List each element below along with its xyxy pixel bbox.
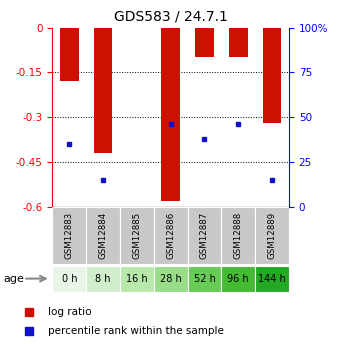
Bar	[229, 28, 247, 58]
Bar	[188, 207, 221, 264]
Text: GSM12887: GSM12887	[200, 212, 209, 259]
Bar	[263, 28, 281, 123]
Title: GDS583 / 24.7.1: GDS583 / 24.7.1	[114, 10, 227, 24]
Text: 8 h: 8 h	[95, 274, 111, 284]
Text: percentile rank within the sample: percentile rank within the sample	[48, 326, 224, 336]
Bar	[94, 28, 113, 153]
Text: 144 h: 144 h	[258, 274, 286, 284]
Text: log ratio: log ratio	[48, 307, 92, 317]
Text: GSM12888: GSM12888	[234, 212, 243, 259]
Text: 28 h: 28 h	[160, 274, 182, 284]
Bar	[60, 28, 78, 81]
Text: GSM12884: GSM12884	[99, 212, 107, 259]
Bar	[255, 207, 289, 264]
Bar	[255, 266, 289, 292]
Bar	[188, 266, 221, 292]
Bar	[154, 266, 188, 292]
Text: 52 h: 52 h	[194, 274, 215, 284]
Text: GSM12889: GSM12889	[268, 212, 276, 259]
Bar	[86, 266, 120, 292]
Bar	[154, 207, 188, 264]
Bar	[52, 266, 86, 292]
Bar	[52, 207, 86, 264]
Bar	[86, 207, 120, 264]
Bar	[221, 266, 255, 292]
Bar	[162, 28, 180, 201]
Text: 96 h: 96 h	[227, 274, 249, 284]
Text: GSM12883: GSM12883	[65, 212, 74, 259]
Text: 16 h: 16 h	[126, 274, 148, 284]
Bar	[120, 207, 154, 264]
Bar	[120, 266, 154, 292]
Text: 0 h: 0 h	[62, 274, 77, 284]
Text: GSM12886: GSM12886	[166, 212, 175, 259]
Bar	[221, 207, 255, 264]
Text: GSM12885: GSM12885	[132, 212, 141, 259]
Text: age: age	[3, 274, 24, 284]
Bar	[195, 28, 214, 58]
